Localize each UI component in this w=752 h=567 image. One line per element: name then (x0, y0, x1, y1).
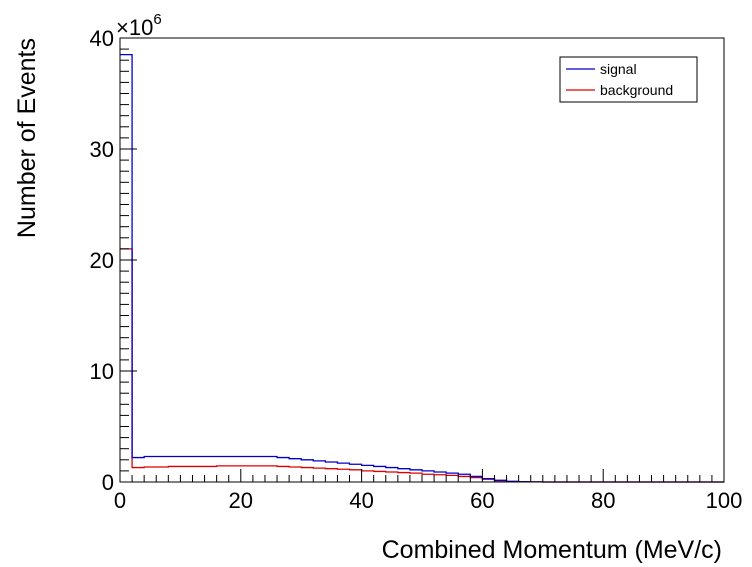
y-tick-label: 40 (90, 26, 114, 51)
x-tick-label: 40 (349, 488, 373, 513)
ticks-layer (119, 37, 725, 483)
x-tick-label: 0 (114, 488, 126, 513)
legend-signal-label: signal (600, 61, 637, 77)
y-axis-title: Number of Events (13, 38, 41, 238)
y-tick-label: 0 (102, 470, 114, 495)
legend-background-label: background (600, 82, 673, 98)
legend-box (559, 56, 698, 103)
x-tick-label: 80 (591, 488, 615, 513)
legend: signal background (559, 56, 698, 103)
x-tick-label: 60 (470, 488, 494, 513)
y-multiplier-exponent: 6 (153, 11, 161, 28)
tick-labels-layer: 0 20 40 60 80 100 0 10 20 30 40 (90, 26, 743, 513)
x-tick-label: 20 (229, 488, 253, 513)
y-tick-label: 10 (90, 359, 114, 384)
y-tick-label: 30 (90, 137, 114, 162)
y-tick-label: 20 (90, 248, 114, 273)
x-axis-title: Combined Momentum (MeV/c) (382, 536, 722, 564)
x-tick-label: 100 (706, 488, 743, 513)
y-multiplier-label: ×106 (116, 11, 162, 40)
